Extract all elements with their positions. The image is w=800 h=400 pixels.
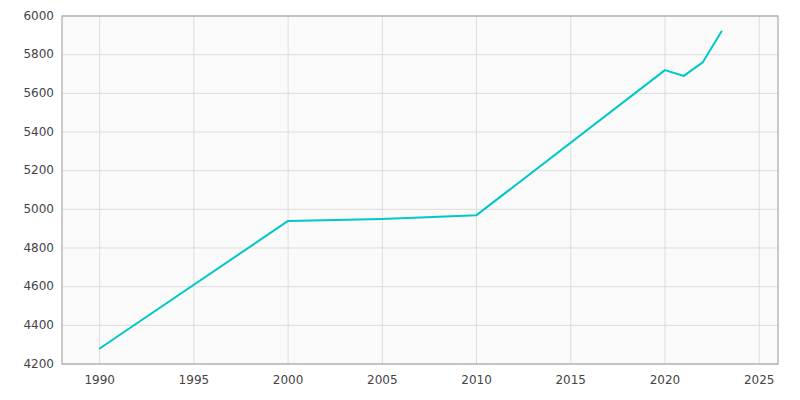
y-grid-line	[62, 54, 778, 55]
y-grid-line	[62, 248, 778, 249]
x-grid-line	[193, 16, 194, 364]
x-tick-label: 1990	[84, 373, 115, 387]
x-grid-line	[99, 16, 100, 364]
y-tick-label: 5600	[23, 86, 54, 100]
y-tick-label: 6000	[23, 9, 54, 23]
y-tick-label: 4400	[23, 318, 54, 332]
x-grid-line	[476, 16, 477, 364]
y-grid-line	[62, 209, 778, 210]
y-grid-line	[62, 170, 778, 171]
x-tick-label: 2020	[650, 373, 681, 387]
y-tick-label: 4200	[23, 357, 54, 371]
x-grid-line	[759, 16, 760, 364]
y-tick-label: 4600	[23, 279, 54, 293]
y-tick-label: 4800	[23, 241, 54, 255]
x-tick-label: 2010	[461, 373, 492, 387]
y-grid-line	[62, 286, 778, 287]
x-tick-label: 1995	[179, 373, 210, 387]
x-grid-line	[382, 16, 383, 364]
y-tick-label: 5200	[23, 163, 54, 177]
x-grid-line	[288, 16, 289, 364]
chart-container: 4200 4400 4600 4800 5000 5200 5400 5600 5800 6000…	[0, 0, 800, 400]
x-grid-line	[570, 16, 571, 364]
tick-labels: 4200 4400 4600 4800 5000 5200 5400 5600 5800 6000…	[23, 9, 774, 388]
y-tick-label: 5400	[23, 125, 54, 139]
y-grid-line	[62, 325, 778, 326]
data-line	[100, 31, 722, 348]
chart-svg: 4200 4400 4600 4800 5000 5200 5400 5600 5800 6000…	[0, 0, 800, 400]
data-layer	[100, 31, 722, 348]
x-tick-label: 2015	[555, 373, 586, 387]
plot-frame	[62, 16, 778, 364]
x-grid-line	[664, 16, 665, 364]
y-grid-line	[62, 132, 778, 133]
y-tick-label: 5000	[23, 202, 54, 216]
x-tick-label: 2025	[744, 373, 775, 387]
x-tick-label: 2000	[273, 373, 304, 387]
x-tick-label: 2005	[367, 373, 398, 387]
y-tick-label: 5800	[23, 47, 54, 61]
y-grid-line	[62, 93, 778, 94]
grid	[62, 16, 778, 364]
plot-background	[62, 16, 778, 364]
